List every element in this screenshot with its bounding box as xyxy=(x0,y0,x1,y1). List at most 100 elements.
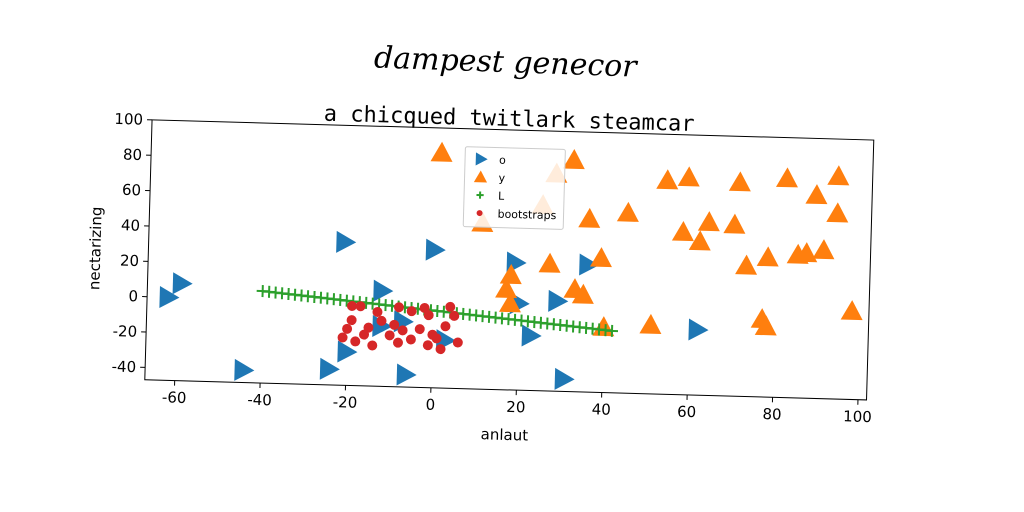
series-bootstraps-point xyxy=(393,302,404,313)
series-bootstraps-point xyxy=(427,329,438,340)
series-y-point xyxy=(671,221,694,242)
y-tick-label: 20 xyxy=(120,252,140,271)
legend-marker xyxy=(475,152,488,166)
series-y-point xyxy=(827,165,850,186)
series-o-point xyxy=(688,318,709,341)
series-o-point xyxy=(373,279,394,302)
series-o-point xyxy=(337,340,358,363)
series-bootstraps-point xyxy=(359,329,370,340)
series-bootstraps-point xyxy=(342,323,353,334)
series-y-point xyxy=(571,283,594,304)
y-tick-label: 100 xyxy=(114,110,143,129)
series-y-point xyxy=(795,242,818,263)
series-y-point xyxy=(498,292,521,313)
series-o-point xyxy=(554,367,575,390)
series-bootstraps-point xyxy=(422,340,433,351)
series-o-point xyxy=(396,363,417,386)
x-tick-label: 60 xyxy=(677,403,697,422)
series-y-point xyxy=(812,239,835,260)
series-y-point xyxy=(697,211,720,232)
y-axis-ticks: -40 -20 0 20 40 60 80 100 xyxy=(111,110,153,376)
series-y-point xyxy=(688,230,711,251)
series-y xyxy=(430,141,863,337)
series-o-point xyxy=(548,289,569,312)
legend-label: y xyxy=(498,172,505,185)
series-bootstraps-point xyxy=(346,300,357,311)
x-tick-label: -60 xyxy=(162,388,187,407)
series-y-point xyxy=(578,207,601,228)
series-l-point xyxy=(605,324,619,337)
series-bootstraps-point xyxy=(445,301,456,312)
series-l xyxy=(256,285,619,337)
series-y-point xyxy=(805,184,828,205)
series-y-point xyxy=(723,213,746,234)
series-y-point xyxy=(430,141,453,162)
x-axis-label: anlaut xyxy=(480,425,528,444)
series-bootstraps-point xyxy=(452,337,463,348)
series-y-point xyxy=(735,254,758,275)
legend-label: o xyxy=(499,154,506,167)
series-bootstraps-point xyxy=(440,321,451,332)
data-marks xyxy=(159,141,863,390)
x-tick-label: 80 xyxy=(762,405,782,424)
series-bootstraps-point xyxy=(350,336,361,347)
series-y-point xyxy=(728,171,751,192)
series-bootstraps-point xyxy=(414,324,425,335)
series-bootstraps-point xyxy=(372,306,383,317)
series-y-point xyxy=(495,278,518,299)
series-o-point xyxy=(579,253,600,276)
series-bootstraps xyxy=(337,300,463,355)
series-bootstraps-point xyxy=(376,315,387,326)
x-axis-ticks: -60 -40 -20 0 20 40 60 80 100 xyxy=(162,380,872,426)
legend-marker xyxy=(476,191,484,199)
series-y-point xyxy=(499,264,522,285)
x-tick-label: 100 xyxy=(843,407,872,426)
x-tick-label: -20 xyxy=(333,393,358,412)
y-tick-label: -40 xyxy=(111,357,136,376)
y-tick-label: 80 xyxy=(123,145,143,164)
series-bootstraps-point xyxy=(406,306,417,317)
series-bootstraps-point xyxy=(367,340,378,351)
y-tick-label: -20 xyxy=(112,322,137,341)
y-tick-label: 60 xyxy=(122,181,142,200)
series-bootstraps-point xyxy=(435,344,446,355)
series-o-point xyxy=(172,272,193,295)
x-tick-label: -40 xyxy=(247,391,272,410)
series-bootstraps-point xyxy=(449,310,460,321)
series-bootstraps-point xyxy=(337,332,348,343)
series-bootstraps-point xyxy=(355,301,366,312)
legend-label: bootstraps xyxy=(497,208,556,223)
series-y-point xyxy=(589,247,612,268)
series-o-point xyxy=(336,230,357,253)
series-o-point xyxy=(159,286,180,309)
series-bootstraps-point xyxy=(384,330,395,341)
plot-frame xyxy=(144,119,875,401)
series-bootstraps-point xyxy=(405,334,416,345)
series-y-point xyxy=(616,201,639,222)
series-o-point xyxy=(425,238,446,261)
axes: a chicqued twitlark steamcar -60 -40 -20 0 2… xyxy=(85,102,875,445)
legend-marker xyxy=(476,210,483,217)
series-y-point xyxy=(756,246,779,267)
x-tick-label: 20 xyxy=(506,398,526,417)
series-y-point xyxy=(826,202,849,223)
series-y-point xyxy=(639,313,662,335)
series-o-point xyxy=(319,357,340,380)
series-y-point xyxy=(840,300,863,321)
y-tick-label: 0 xyxy=(128,287,138,305)
series-bootstraps-point xyxy=(423,310,434,321)
series-y-point xyxy=(775,167,798,188)
y-tick-label: 40 xyxy=(121,216,141,235)
series-bootstraps-point xyxy=(346,315,357,326)
series-bootstraps-point xyxy=(392,337,403,348)
legend-label: L xyxy=(498,190,505,203)
series-y-point xyxy=(754,315,777,336)
series-y-point xyxy=(538,252,561,273)
chart-title: a chicqued twitlark steamcar xyxy=(323,102,694,137)
legend-box xyxy=(462,146,566,230)
series-y-point xyxy=(562,148,585,170)
x-tick-label: 0 xyxy=(425,396,435,414)
series-o-point xyxy=(521,324,542,347)
